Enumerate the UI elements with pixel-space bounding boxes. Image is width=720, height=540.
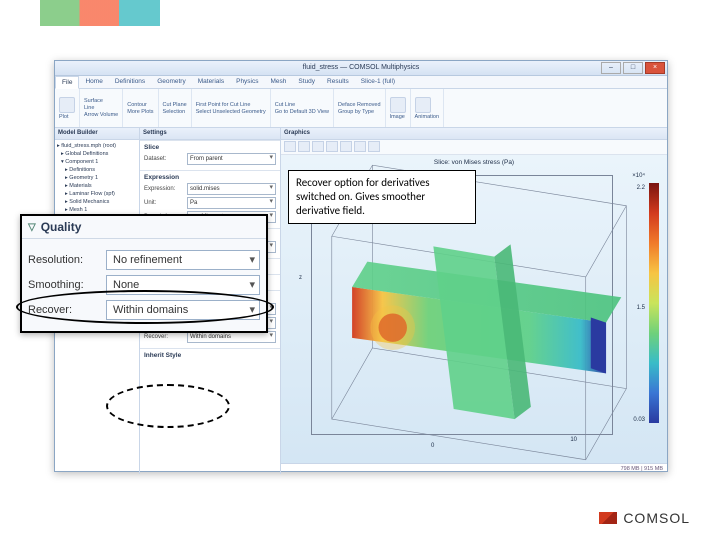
zoom-recover-dropdown[interactable]: Within domains (106, 300, 260, 320)
close-button[interactable]: × (645, 62, 665, 74)
expression-input[interactable]: solid.mises (187, 183, 276, 195)
zoom-smoothing-dropdown[interactable]: None (106, 275, 260, 295)
rotate-icon[interactable] (326, 141, 338, 152)
graphics-header: Graphics (281, 128, 667, 140)
zoom-resolution-dropdown[interactable]: No refinement (106, 250, 260, 270)
ribbon-tab-file[interactable]: File (55, 76, 79, 89)
ribbon-tab-home[interactable]: Home (79, 76, 108, 88)
zoom-extents-icon[interactable] (284, 141, 296, 152)
brand-logo: COMSOL (599, 510, 690, 526)
ribbon-tab-study[interactable]: Study (292, 76, 321, 88)
brand-mark-icon (599, 512, 617, 524)
animation-icon[interactable] (415, 97, 431, 113)
annotation-callout: Recover option for derivatives switched … (288, 170, 476, 224)
tree-node[interactable]: ▸ Definitions (65, 166, 137, 174)
quality-zoom-panel: ▽ Quality Resolution: No refinement Smoo… (20, 214, 268, 333)
ribbon: Plot SurfaceLineArrow Volume ContourMore… (55, 89, 667, 128)
window-title: fluid_stress — COMSOL Multiphysics (303, 64, 419, 71)
plot-icon[interactable] (59, 97, 75, 113)
ribbon-tab-results[interactable]: Results (321, 76, 355, 88)
minimize-button[interactable]: – (601, 62, 621, 74)
model-builder-header: Model Builder (55, 128, 139, 140)
ribbon-tab-materials[interactable]: Materials (192, 76, 230, 88)
tree-node[interactable]: ▸ Geometry 1 (65, 174, 137, 182)
tree-node[interactable]: ▸ fluid_stress.mph (root) (57, 142, 137, 150)
tree-node[interactable]: ▸ Laminar Flow (spf) (65, 190, 137, 198)
ribbon-tab-physics[interactable]: Physics (230, 76, 264, 88)
ribbon-tab-geometry[interactable]: Geometry (151, 76, 192, 88)
dataset-dropdown[interactable]: From parent (187, 153, 276, 165)
settings-title: Slice (144, 144, 276, 151)
quality-zoom-title: Quality (41, 220, 82, 234)
screenshot-icon[interactable] (368, 141, 380, 152)
maximize-button[interactable]: □ (623, 62, 643, 74)
titlebar: fluid_stress — COMSOL Multiphysics – □ × (55, 61, 667, 76)
settings-header: Settings (140, 128, 280, 140)
tree-node[interactable]: ▸ Global Definitions (61, 150, 137, 158)
colorbar (649, 183, 659, 423)
ribbon-tabs: File Home Definitions Geometry Materials… (55, 76, 667, 89)
select-icon[interactable] (354, 141, 366, 152)
tree-node[interactable]: ▾ Component 1 (61, 158, 137, 166)
image-icon[interactable] (390, 97, 406, 113)
zoom-out-icon[interactable] (312, 141, 324, 152)
graphics-toolbar (281, 140, 667, 155)
tree-node[interactable]: ▸ Materials (65, 182, 137, 190)
ribbon-tab-contextual[interactable]: Slice-1 (full) (355, 76, 401, 88)
tree-node[interactable]: ▸ Solid Mechanics (65, 198, 137, 206)
slide-decoration (40, 0, 160, 26)
ribbon-tab-mesh[interactable]: Mesh (265, 76, 293, 88)
collapse-icon[interactable]: ▽ (28, 222, 36, 233)
brand-text: COMSOL (623, 510, 690, 526)
ribbon-tab-definitions[interactable]: Definitions (109, 76, 151, 88)
unit-dropdown[interactable]: Pa (187, 197, 276, 209)
tree-node[interactable]: ▸ Mesh 1 (65, 206, 137, 214)
pan-icon[interactable] (340, 141, 352, 152)
zoom-in-icon[interactable] (298, 141, 310, 152)
colorbar-exp: ×10⁴ (632, 173, 645, 179)
